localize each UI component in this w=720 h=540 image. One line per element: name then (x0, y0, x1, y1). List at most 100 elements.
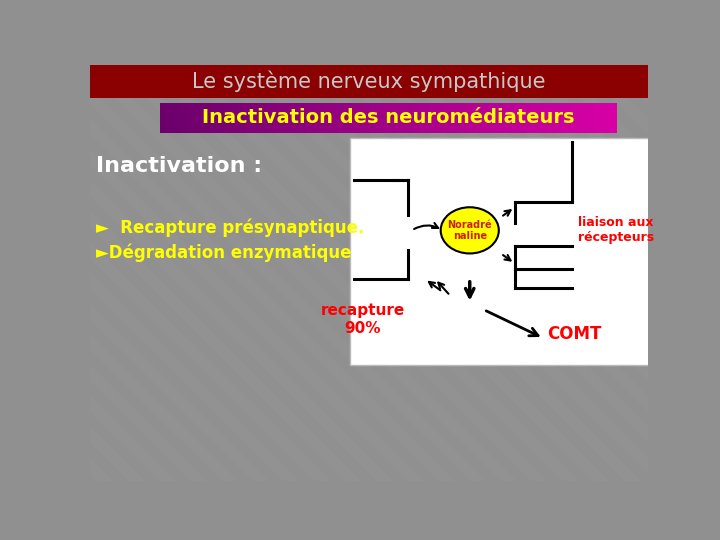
Bar (425, 103, 430, 132)
Bar (261, 103, 265, 132)
Bar (310, 103, 315, 132)
Bar (585, 103, 590, 132)
Bar (256, 103, 261, 132)
Bar (438, 103, 444, 132)
Bar (210, 103, 215, 132)
Bar (539, 103, 544, 132)
Bar (521, 103, 526, 132)
Bar (219, 103, 224, 132)
Bar (343, 103, 348, 132)
Bar (352, 103, 356, 132)
Bar (302, 103, 307, 132)
Ellipse shape (441, 207, 499, 253)
Bar (361, 103, 366, 132)
Bar (613, 103, 617, 132)
Bar (279, 103, 284, 132)
Bar (315, 103, 320, 132)
Bar (242, 103, 247, 132)
Text: ►  Recapture présynaptique.: ► Recapture présynaptique. (96, 219, 364, 237)
Bar (466, 103, 471, 132)
Bar (205, 103, 210, 132)
Bar (452, 103, 457, 132)
Bar (475, 103, 480, 132)
Bar (187, 103, 192, 132)
Bar (338, 103, 343, 132)
Bar (160, 103, 165, 132)
Bar (292, 103, 297, 132)
Bar (251, 103, 256, 132)
Bar (178, 103, 183, 132)
Bar (247, 103, 251, 132)
Bar (192, 103, 197, 132)
Text: liaison aux
récepteurs: liaison aux récepteurs (578, 217, 654, 244)
Bar (508, 103, 512, 132)
Bar (288, 103, 293, 132)
Bar (535, 103, 540, 132)
Bar (526, 103, 531, 132)
Bar (233, 103, 238, 132)
Bar (544, 103, 549, 132)
Bar (269, 103, 274, 132)
Bar (356, 103, 361, 132)
Bar (457, 103, 462, 132)
Bar (274, 103, 279, 132)
Bar (333, 103, 338, 132)
Bar (402, 103, 407, 132)
Bar (603, 103, 608, 132)
Bar (329, 103, 334, 132)
Bar (516, 103, 521, 132)
Bar (265, 103, 270, 132)
Bar (471, 103, 476, 132)
Text: Inactivation des neuromédiateurs: Inactivation des neuromédiateurs (202, 109, 575, 127)
Bar (480, 103, 485, 132)
Bar (594, 103, 599, 132)
Bar (599, 103, 603, 132)
Bar (512, 103, 517, 132)
Bar (320, 103, 325, 132)
Bar (215, 103, 220, 132)
Text: recapture
90%: recapture 90% (320, 303, 405, 336)
Bar (571, 103, 576, 132)
Bar (576, 103, 581, 132)
Bar (493, 103, 498, 132)
Bar (347, 103, 352, 132)
Bar (549, 103, 554, 132)
Bar (462, 103, 467, 132)
Bar (238, 103, 243, 132)
Bar (448, 103, 453, 132)
Bar (530, 103, 535, 132)
Bar (411, 103, 416, 132)
Bar (366, 103, 371, 132)
Bar (283, 103, 288, 132)
Bar (503, 103, 508, 132)
Bar (183, 103, 188, 132)
Bar (224, 103, 229, 132)
Bar (174, 103, 179, 132)
Bar (350, 138, 652, 365)
Text: Inactivation :: Inactivation : (96, 156, 262, 176)
Bar (169, 103, 174, 132)
Bar (393, 103, 398, 132)
Bar (388, 103, 393, 132)
Bar (407, 103, 412, 132)
Bar (164, 103, 169, 132)
Bar (489, 103, 494, 132)
Bar (379, 103, 384, 132)
Text: Le système nerveux sympathique: Le système nerveux sympathique (192, 71, 546, 92)
Bar (485, 103, 490, 132)
Bar (557, 103, 562, 132)
Text: Noradré
naline: Noradré naline (447, 220, 492, 241)
Bar (306, 103, 311, 132)
Bar (370, 103, 375, 132)
Bar (416, 103, 420, 132)
Bar (590, 103, 595, 132)
Bar (420, 103, 426, 132)
Bar (324, 103, 329, 132)
Text: COMT: COMT (547, 325, 602, 343)
Bar (201, 103, 206, 132)
Bar (553, 103, 558, 132)
Bar (580, 103, 585, 132)
Bar (384, 103, 389, 132)
Bar (197, 103, 202, 132)
Bar (90, 65, 648, 98)
